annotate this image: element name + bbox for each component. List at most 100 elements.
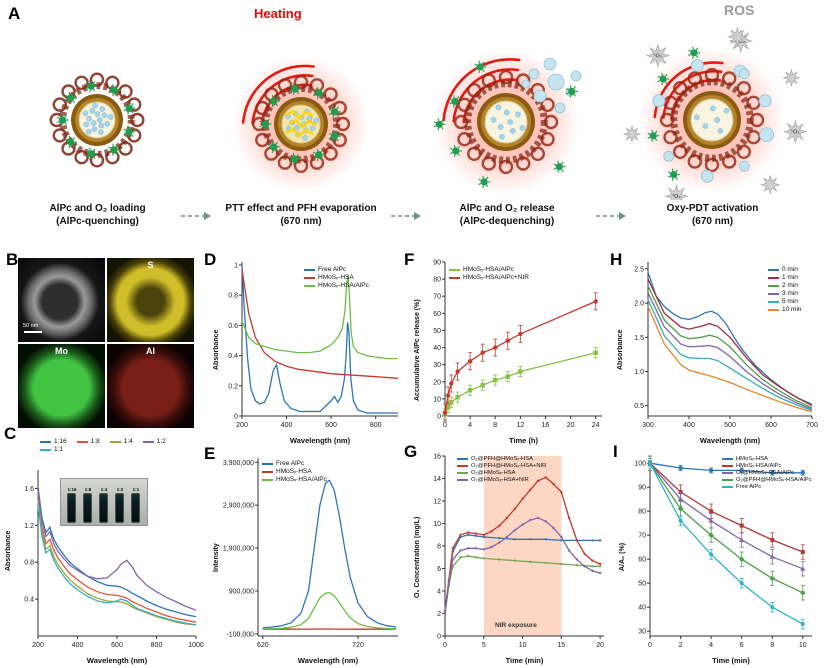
chart-legend: Free AlPc HMoSₓ-HSA HMoSₓ-HSA/AlPc bbox=[304, 266, 369, 289]
chart-h-time-spectra: 300 400 500 600 700 0.5 1.0 1.5 2.0 2.5 Absorbance… bbox=[616, 254, 820, 446]
svg-text:0.8: 0.8 bbox=[228, 293, 238, 300]
legend-item: O₂@HMoSₓ-HSA bbox=[457, 470, 546, 476]
svg-text:70: 70 bbox=[638, 533, 646, 540]
chart-f-alpc-release: 0 4 8 12 16 20 24 0 10 20 30 40 50 60 70 80 90 Accumulati… bbox=[413, 254, 612, 446]
panel-label-e: E bbox=[204, 444, 216, 463]
legend-label: O₂@HMoSₓ-HSA bbox=[471, 470, 516, 476]
vial-label: 1:4 bbox=[100, 487, 108, 492]
legend-swatch bbox=[457, 479, 468, 481]
svg-text:5: 5 bbox=[482, 642, 486, 649]
svg-text:60: 60 bbox=[638, 557, 646, 564]
svg-text:800: 800 bbox=[151, 642, 163, 649]
svg-text:80: 80 bbox=[638, 509, 646, 516]
svg-text:300: 300 bbox=[642, 422, 654, 429]
vial-label: 1:2 bbox=[116, 487, 124, 492]
step-caption-4-line2: (670 nm) bbox=[691, 216, 734, 227]
vial: 1:4 bbox=[99, 487, 109, 523]
y-axis-label: O₂ Concentration (mg/L) bbox=[414, 516, 421, 598]
legend-label: O₂@PFH@HMoSₓ-HSA+NIR bbox=[471, 463, 547, 469]
svg-text:2.0: 2.0 bbox=[634, 301, 644, 308]
legend-label: 1:4 bbox=[123, 438, 133, 445]
legend-swatch bbox=[457, 472, 468, 474]
legend-label: 3 min bbox=[782, 290, 798, 297]
legend-label: O₂@PFH@HMoSₓ-HSA/AlPc bbox=[736, 477, 812, 483]
legend-item: 0 min bbox=[768, 266, 802, 273]
chart-plot: 200 400 600 800 1000 0.4 0.8 1.2 1.6 bbox=[24, 470, 204, 649]
legend-swatch bbox=[722, 472, 733, 474]
legend-label: 5 min bbox=[782, 298, 798, 305]
tem-image: 50 nm bbox=[18, 258, 105, 342]
legend-swatch bbox=[768, 292, 779, 295]
vial-label: 1:1 bbox=[132, 487, 140, 492]
legend-swatch bbox=[768, 284, 779, 287]
legend-item: 10 min bbox=[768, 306, 802, 313]
legend-label: HMoSₓ-HSA bbox=[318, 274, 354, 281]
legend-swatch bbox=[768, 268, 779, 271]
legend-label: 1:1 bbox=[54, 446, 64, 453]
svg-text:2,900,000: 2,900,000 bbox=[223, 503, 254, 510]
svg-text:700: 700 bbox=[806, 422, 818, 429]
chart-g-oxygen-concentration: 0 5 10 15 20 0 2 4 6 8 10 12 14 16 O₂ Concentration (m… bbox=[413, 448, 612, 666]
svg-text:800: 800 bbox=[370, 422, 382, 429]
heating-label: Heating bbox=[254, 6, 302, 21]
legend-swatch bbox=[109, 440, 121, 443]
svg-text:900,000: 900,000 bbox=[229, 589, 254, 596]
legend-label: O₂@PFH@HMoSₓ-HSA bbox=[471, 456, 533, 462]
legend-label: 1:16 bbox=[54, 438, 67, 445]
legend-label: O₂@HMoSₓ-HSA/AlPc bbox=[736, 470, 795, 476]
svg-text:15: 15 bbox=[557, 642, 565, 649]
legend-item: O₂@PFH@HMoSₓ-HSA/AlPc bbox=[722, 477, 812, 483]
step-caption-4-line1: Oxy-PDT activation bbox=[666, 203, 759, 214]
step-arrow-icon bbox=[596, 208, 626, 226]
panel-label-d: D bbox=[204, 250, 217, 269]
svg-text:0.4: 0.4 bbox=[228, 353, 238, 360]
svg-text:40: 40 bbox=[638, 605, 646, 612]
chart-legend: 1:16 1:8 1:4 1:2 1:1 bbox=[40, 438, 198, 453]
legend-item: O₂@HMoSₓ-HSA/AlPc bbox=[722, 470, 812, 476]
svg-text:600: 600 bbox=[765, 422, 777, 429]
svg-text:2: 2 bbox=[437, 611, 441, 618]
y-axis-label: Absorbance bbox=[213, 329, 220, 371]
x-axis-label: Wavelength (nm) bbox=[289, 436, 351, 445]
step-arrow-icon bbox=[391, 208, 421, 226]
svg-text:0.6: 0.6 bbox=[228, 323, 238, 330]
svg-text:1,900,000: 1,900,000 bbox=[223, 546, 254, 553]
x-axis-label: Wavelength (nm) bbox=[297, 656, 359, 665]
svg-text:12: 12 bbox=[433, 499, 441, 506]
legend-swatch bbox=[722, 479, 733, 481]
svg-text:500: 500 bbox=[724, 422, 736, 429]
legend-label: 1 min bbox=[782, 274, 798, 281]
aluminum-map: Al bbox=[107, 344, 194, 428]
svg-text:720: 720 bbox=[352, 642, 364, 649]
panel-label-b: B bbox=[6, 250, 19, 269]
legend-label: HMoSₓ-HSA/AlPc bbox=[318, 282, 369, 289]
legend-swatch bbox=[304, 284, 315, 287]
svg-text:1000: 1000 bbox=[188, 642, 204, 649]
legend-swatch bbox=[449, 268, 460, 271]
svg-text:100: 100 bbox=[634, 461, 646, 468]
step-caption-1: AlPc and O₂ loading (AlPc-quenching) bbox=[20, 202, 175, 228]
y-axis-label: Accumulative AlPc release (%) bbox=[414, 299, 421, 401]
vial-label: 1:8 bbox=[84, 487, 92, 492]
panel-label-f: F bbox=[404, 250, 415, 269]
svg-text:6: 6 bbox=[740, 642, 744, 649]
legend-swatch bbox=[76, 440, 88, 443]
svg-text:60: 60 bbox=[433, 311, 441, 318]
legend-item: Free AlPc bbox=[304, 266, 369, 273]
chart-legend: O₂@PFH@HMoSₓ-HSA O₂@PFH@HMoSₓ-HSA+NIR O₂@H… bbox=[457, 456, 546, 483]
svg-text:1.6: 1.6 bbox=[24, 486, 34, 493]
svg-text:16: 16 bbox=[542, 422, 550, 429]
legend-label: Free AlPc bbox=[318, 266, 347, 273]
legend-label: Free AlPc bbox=[276, 460, 305, 467]
legend-item: O₂@PFH@HMoSₓ-HSA+NIR bbox=[457, 463, 546, 469]
legend-swatch bbox=[262, 478, 273, 481]
svg-text:400: 400 bbox=[281, 422, 293, 429]
legend-label: HMoSₓ-HSA/AlPc+NIR bbox=[463, 274, 529, 281]
chart-plot: 0 4 8 12 16 20 24 0 10 20 30 40 50 60 70 80 90 bbox=[433, 260, 602, 429]
svg-text:400: 400 bbox=[683, 422, 695, 429]
legend-item: HMoSₓ-HSA bbox=[262, 468, 327, 475]
legend-item: HMoSₓ-HSA/AlPc+NIR bbox=[449, 274, 529, 281]
svg-text:-100,000: -100,000 bbox=[226, 631, 254, 638]
